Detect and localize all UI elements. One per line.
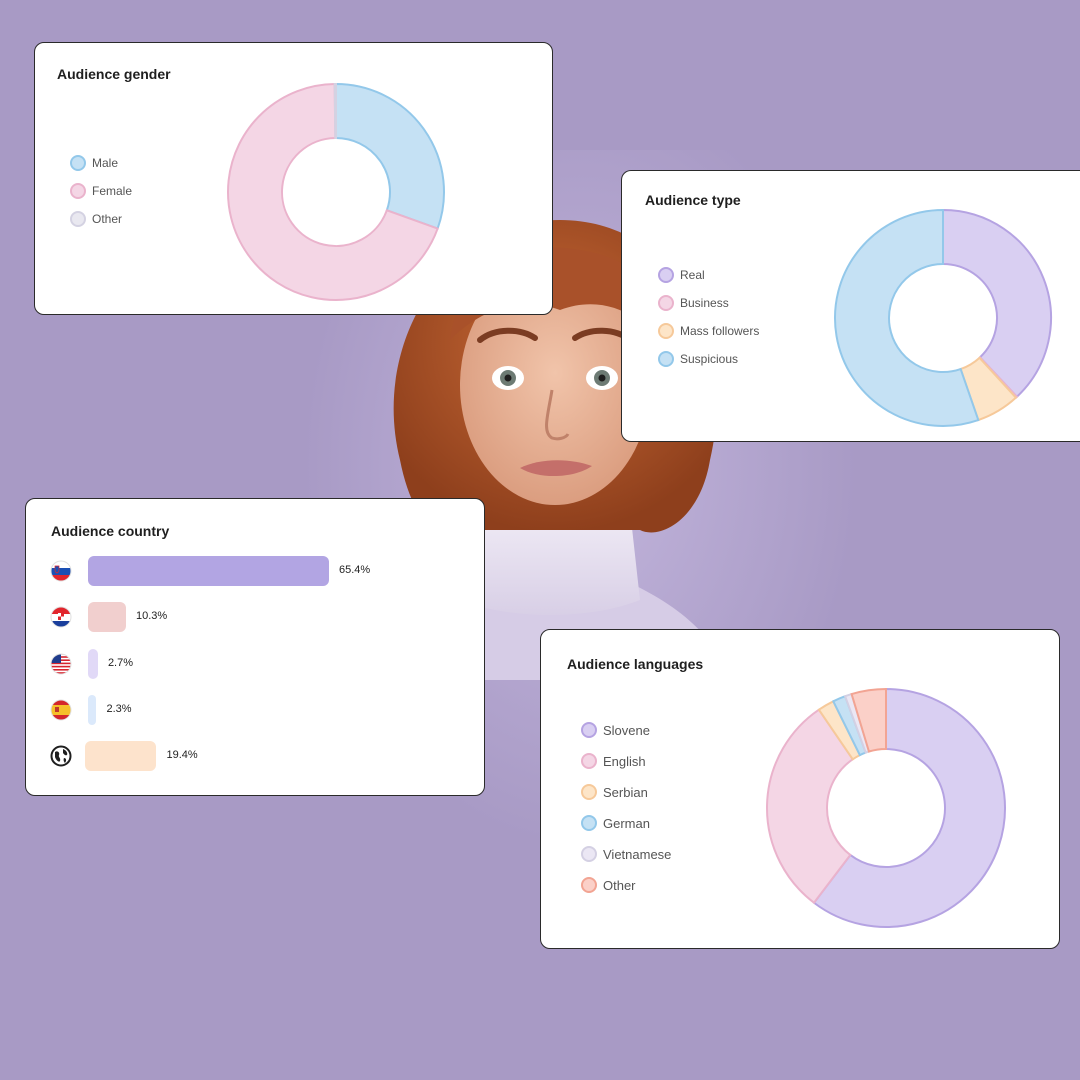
bar-value-label: 2.3%	[106, 702, 132, 715]
card-title: Audience languages	[567, 656, 704, 672]
bar-value-label: 65.4%	[339, 564, 371, 576]
legend-label: Male	[92, 156, 119, 170]
card-title: Audience gender	[57, 66, 171, 82]
audience-type-card: Audience type Real Business Mass followe…	[621, 170, 1080, 442]
legend-label: Business	[680, 296, 729, 310]
audience-gender-card: Audience gender Male Female Other	[34, 42, 553, 315]
gender-slice-female[interactable]	[227, 82, 439, 301]
legend-label: Serbian	[603, 785, 648, 800]
bar[interactable]	[88, 648, 98, 679]
bar-value-label: 10.3%	[135, 610, 168, 623]
legend-dot	[581, 846, 597, 862]
globe-icon	[50, 745, 72, 767]
legend-dot	[581, 877, 597, 893]
bar[interactable]	[88, 602, 126, 633]
type-donut-chart	[834, 208, 1052, 427]
gender-slice-other[interactable]	[333, 82, 337, 140]
usa-flag	[50, 653, 72, 675]
legend-dot	[70, 155, 86, 171]
legend-dot	[658, 323, 674, 339]
bar[interactable]	[88, 694, 97, 725]
legend-label: Slovene	[603, 723, 650, 738]
legend-label: Real	[680, 268, 705, 282]
legend-dot	[581, 815, 597, 831]
card-title: Audience type	[645, 192, 741, 208]
gender-slice-male[interactable]	[335, 82, 445, 230]
card-title: Audience country	[51, 523, 170, 539]
legend-dot	[658, 351, 674, 367]
audience-country-card: Audience country 65.4% 10.3% 2.7% 2.3% 19.4%	[25, 498, 485, 796]
type-slice-real[interactable]	[942, 208, 1052, 399]
legend-label: Female	[92, 184, 133, 198]
legend-dot	[581, 784, 597, 800]
legend-label: English	[603, 754, 646, 769]
legend-dot	[581, 753, 597, 769]
legend-dot	[658, 295, 674, 311]
bar-value-label: 2.7%	[107, 656, 134, 669]
bar-row-slovenia[interactable]: 65.4%	[26, 555, 466, 587]
legend-label: German	[603, 816, 650, 831]
languages-donut-chart	[766, 687, 1006, 928]
legend-label: Vietnamese	[603, 847, 672, 862]
croatia-flag	[50, 606, 72, 628]
legend-label: Other	[603, 878, 636, 893]
legend-dot	[70, 211, 86, 227]
bar-value-label: 19.4%	[166, 749, 198, 762]
languages-slice-other[interactable]	[850, 687, 887, 753]
bar-row-spain[interactable]: 2.3%	[26, 694, 466, 726]
spain-flag	[50, 699, 72, 721]
type-slice-suspicious[interactable]	[834, 208, 980, 427]
slovenia-flag	[50, 560, 72, 582]
bar-row-croatia[interactable]: 10.3%	[26, 601, 466, 633]
legend-label: Other	[92, 212, 123, 226]
legend-label: Mass followers	[680, 324, 760, 338]
legend-dot	[658, 267, 674, 283]
bar[interactable]	[85, 741, 157, 772]
languages-slice-english[interactable]	[766, 708, 855, 905]
legend-dot	[70, 183, 86, 199]
bar[interactable]	[88, 556, 329, 586]
legend-dot	[581, 722, 597, 738]
bar-row-other[interactable]: 19.4%	[26, 740, 466, 772]
languages-slice-slovene[interactable]	[812, 687, 1006, 928]
bar-row-united-states[interactable]: 2.7%	[26, 648, 466, 680]
legend-label: Suspicious	[680, 352, 739, 366]
gender-donut-chart	[227, 82, 445, 301]
audience-languages-card: Audience languages Slovene English Serbi…	[540, 629, 1060, 949]
